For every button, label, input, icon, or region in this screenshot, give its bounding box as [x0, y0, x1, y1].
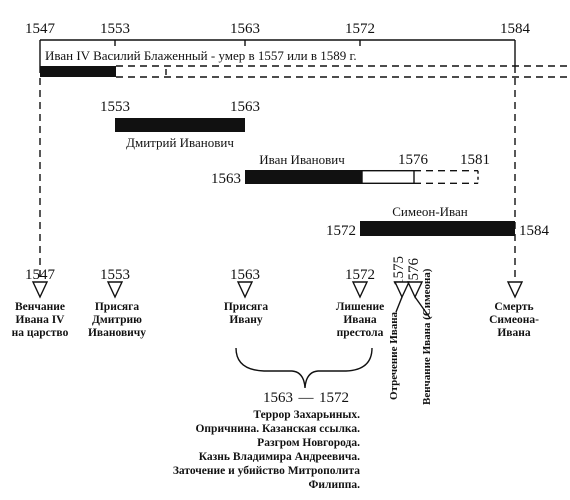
note-vladimir: Казнь Владимира Андреевича. — [199, 451, 360, 463]
period-from-year: 1563 — [263, 390, 293, 406]
event-caption-1572-line-3: престола — [337, 327, 384, 339]
event-caption-1576: Венчание Ивана (Симеона) — [421, 268, 433, 405]
simeon-start-year: 1572 — [326, 223, 356, 239]
event-arrow-1575 — [393, 281, 411, 299]
ivan-ivanovich-year-1576: 1576 — [398, 152, 429, 168]
event-caption-1547-line-2: Ивана IV — [16, 314, 66, 326]
event-year-1575: 1575 — [391, 256, 407, 286]
event-caption-1563-line-2: Ивану — [229, 314, 263, 326]
event-arrow-1553 — [106, 281, 124, 299]
event-caption-1572-line-1: Лишение — [336, 301, 384, 313]
note-metropolitan: Заточение и убийство Митрополита — [173, 465, 360, 477]
simeon-bar — [360, 221, 515, 236]
top-year-1572: 1572 — [345, 21, 375, 37]
top-year-1553: 1553 — [100, 21, 130, 37]
event-caption-1547-line-1: Венчание — [15, 301, 65, 313]
note-philip: Филиппа. — [309, 479, 361, 491]
ivan-ivanovich-name: Иван Иванович — [259, 152, 345, 167]
event-caption-1553-line-1: Присяга — [95, 301, 140, 313]
event-year-1576: 1576 — [406, 258, 422, 289]
note-terror: Террор Захарьиных. — [253, 409, 360, 421]
event-caption-1563-line-1: Присяга — [224, 301, 269, 313]
event-caption-1547-line-3: на царство — [12, 327, 69, 339]
top-year-1584: 1584 — [500, 21, 531, 37]
dmitry-start-year: 1553 — [100, 99, 130, 115]
event-caption-1572-line-2: Ивана — [343, 314, 377, 326]
event-year-1563: 1563 — [230, 267, 260, 283]
simeon-name: Симеон-Иван — [392, 204, 468, 219]
event-caption-1575: Отречение Ивана — [388, 311, 400, 400]
event-caption-1584-line-1: Смерть — [494, 301, 533, 313]
ivan-ivanovich-start-year: 1563 — [211, 171, 241, 187]
period-dash: — — [298, 390, 315, 406]
event-arrow-1547 — [31, 281, 49, 299]
ivan-ivanovich-open-bar — [361, 169, 415, 184]
event-caption-1553-line-2: Дмитрию — [92, 314, 142, 326]
note-oprichnina: Опричнина. Казанская ссылка. — [195, 423, 360, 435]
event-year-1547: 1547 — [25, 267, 56, 283]
dmitry-end-year: 1563 — [230, 99, 260, 115]
top-year-1563: 1563 — [230, 21, 260, 37]
event-year-1572: 1572 — [345, 267, 375, 283]
period-brace — [235, 347, 373, 389]
ivan-iv-bar — [40, 66, 116, 77]
event-year-1553: 1553 — [100, 267, 130, 283]
dmitry-name: Дмитрий Иванович — [126, 135, 234, 150]
top-year-1547: 1547 — [25, 21, 56, 37]
leader-1575 — [395, 296, 403, 313]
dmitry-bar — [115, 118, 245, 132]
event-caption-1553-line-3: Ивановичу — [88, 327, 146, 339]
event-arrow-1576 — [406, 281, 424, 299]
period-to-year: 1572 — [319, 390, 349, 406]
event-arrow-1584 — [506, 281, 524, 299]
note-novgorod: Разгром Новгорода. — [257, 437, 360, 449]
event-caption-1584-line-3: Ивана — [497, 327, 531, 339]
leader-1576 — [414, 296, 431, 319]
event-arrow-1572 — [351, 281, 369, 299]
simeon-end-year: 1584 — [519, 223, 550, 239]
ivan-iv-vasily-label: Иван IV Василий Блаженный - умер в 1557 … — [45, 48, 357, 63]
ivan-ivanovich-bar — [245, 170, 362, 184]
ivan-ivanovich-year-1581: 1581 — [460, 152, 490, 168]
event-arrow-1563 — [236, 281, 254, 299]
event-caption-1584-line-2: Симеона- — [489, 314, 539, 326]
